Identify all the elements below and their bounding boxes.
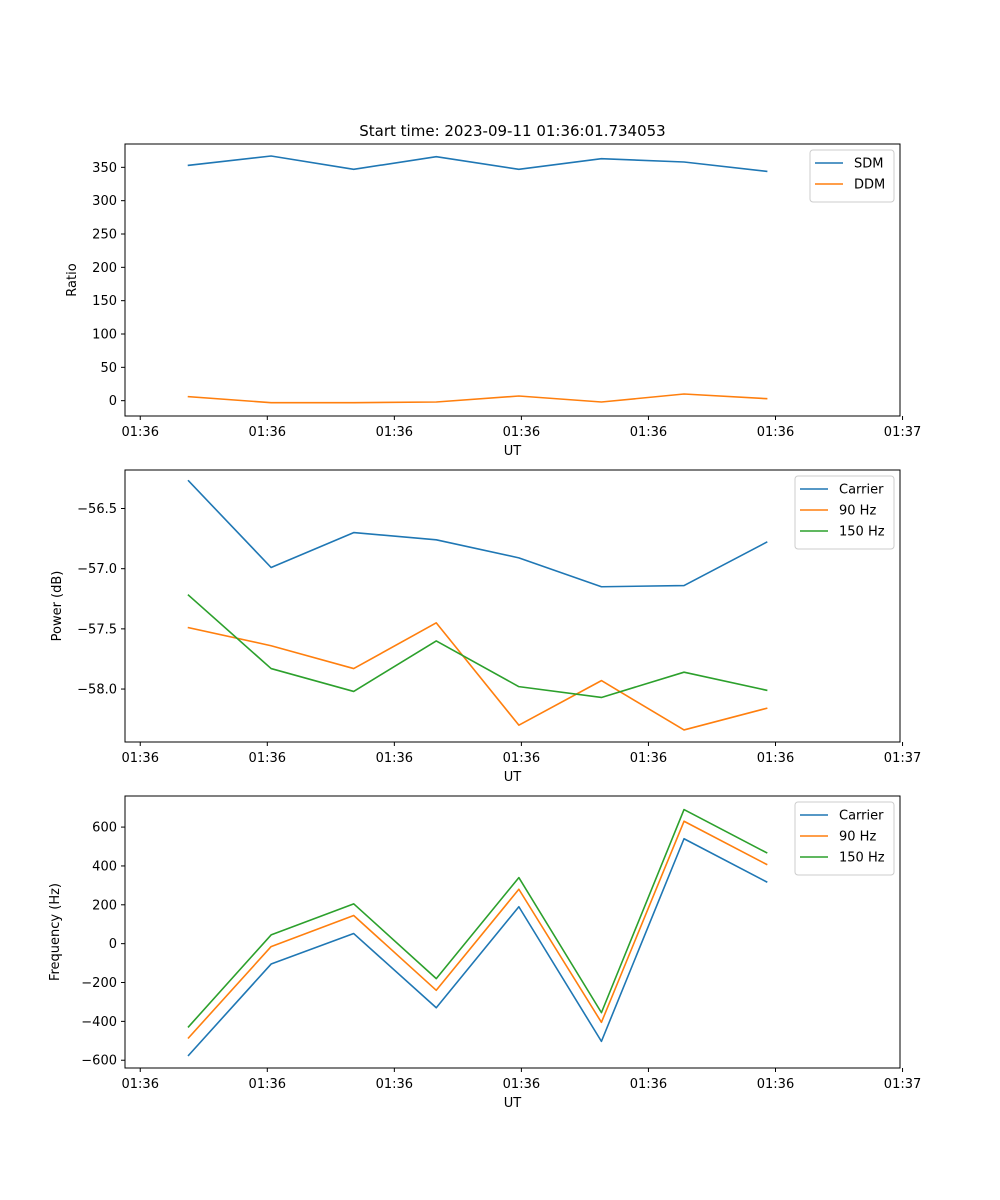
frequency-y-tick-label: −200 xyxy=(81,976,117,991)
frequency-series-carrier-line xyxy=(187,837,768,1057)
ratio-x-tick-label: 01:36 xyxy=(249,425,286,440)
power-legend-label-carrier: Carrier xyxy=(839,483,884,498)
ratio-x-tick-label: 01:36 xyxy=(503,425,540,440)
frequency-x-tick-label: 01:36 xyxy=(122,1077,159,1092)
power-x-axis-label: UT xyxy=(504,770,522,785)
ratio-x-axis-label: UT xyxy=(504,444,522,459)
frequency-legend-label-carrier: Carrier xyxy=(839,809,884,824)
power-x-tick-label: 01:36 xyxy=(630,751,667,766)
ratio-y-axis-label: Ratio xyxy=(65,263,80,296)
frequency-x-axis-label: UT xyxy=(504,1096,522,1111)
frequency-y-axis-label: Frequency (Hz) xyxy=(48,883,63,981)
frequency-legend: Carrier 90 Hz 150 Hz xyxy=(794,801,895,876)
ratio-x-tick-label: 01:37 xyxy=(884,425,921,440)
ratio-y-tick-label: 300 xyxy=(92,194,117,209)
power-legend-label-90-hz: 90 Hz xyxy=(839,504,876,519)
frequency-x-tick-label: 01:37 xyxy=(884,1077,921,1092)
frequency-panel: 01:36 01:36 01:36 01:36 01:36 01:36 01:37 −600 −… xyxy=(48,795,921,1111)
frequency-y-tick-label: 400 xyxy=(92,859,117,874)
power-y-tick-label: −56.5 xyxy=(77,502,117,517)
frequency-x-tick-label: 01:36 xyxy=(503,1077,540,1092)
power-y-tick-label: −57.0 xyxy=(77,562,117,577)
ratio-legend: SDM DDM xyxy=(809,149,895,203)
power-x-tick-label: 01:37 xyxy=(884,751,921,766)
frequency-y-tick-label: −600 xyxy=(81,1054,117,1069)
power-x-tick-label: 01:36 xyxy=(757,751,794,766)
frequency-x-tick-label: 01:36 xyxy=(249,1077,286,1092)
power-x-tick-label: 01:36 xyxy=(122,751,159,766)
ratio-y-tick-label: 0 xyxy=(109,394,117,409)
ratio-y-tick-label: 150 xyxy=(92,294,117,309)
power-x-tick-label: 01:36 xyxy=(249,751,286,766)
power-series-90-hz-line xyxy=(187,622,768,731)
ratio-series-sdm-line xyxy=(187,155,768,173)
ratio-legend-label-sdm: SDM xyxy=(854,157,883,172)
power-y-axis-label: Power (dB) xyxy=(50,571,65,642)
frequency-x-tick-label: 01:36 xyxy=(376,1077,413,1092)
power-legend-label-150-hz: 150 Hz xyxy=(839,525,885,540)
ratio-panel: 01:36 01:36 01:36 01:36 01:36 01:36 01:37 0 50 10… xyxy=(65,143,921,459)
ratio-y-tick-label: 200 xyxy=(92,261,117,276)
power-legend: Carrier 90 Hz 150 Hz xyxy=(794,475,895,550)
power-axes-frame xyxy=(124,469,901,743)
frequency-x-tick-label: 01:36 xyxy=(630,1077,667,1092)
ratio-axes-frame xyxy=(124,143,901,417)
frequency-axes-frame xyxy=(124,795,901,1069)
ratio-y-tick-label: 100 xyxy=(92,328,117,343)
power-panel: 01:36 01:36 01:36 01:36 01:36 01:36 01:37 −58.0… xyxy=(50,469,921,785)
frequency-legend-label-90-hz: 90 Hz xyxy=(839,830,876,845)
ratio-x-tick-label: 01:36 xyxy=(122,425,159,440)
frequency-y-tick-label: 600 xyxy=(92,821,117,836)
power-x-tick-label: 01:36 xyxy=(376,751,413,766)
ratio-y-tick-label: 350 xyxy=(92,161,117,176)
figure-title: Start time: 2023-09-11 01:36:01.734053 xyxy=(359,122,665,140)
frequency-legend-label-150-hz: 150 Hz xyxy=(839,851,885,866)
frequency-series-150-hz-line xyxy=(187,808,768,1028)
ratio-legend-label-ddm: DDM xyxy=(854,178,885,193)
chart-panels: 01:36 01:36 01:36 01:36 01:36 01:36 01:37 0 50 10… xyxy=(48,143,921,1111)
power-x-tick-label: 01:36 xyxy=(503,751,540,766)
frequency-series-90-hz-line xyxy=(187,820,768,1040)
ratio-x-tick-label: 01:36 xyxy=(376,425,413,440)
ratio-x-tick-label: 01:36 xyxy=(757,425,794,440)
power-y-tick-label: −57.5 xyxy=(77,622,117,637)
ratio-x-tick-label: 01:36 xyxy=(630,425,667,440)
frequency-y-tick-label: 200 xyxy=(92,898,117,913)
frequency-y-tick-label: −400 xyxy=(81,1015,117,1030)
frequency-y-tick-label: 0 xyxy=(109,937,117,952)
ratio-y-tick-label: 50 xyxy=(100,361,117,376)
frequency-x-tick-label: 01:36 xyxy=(757,1077,794,1092)
ratio-series-ddm-line xyxy=(187,393,768,404)
power-series-150-hz-line xyxy=(187,594,768,699)
power-series-carrier-line xyxy=(187,479,768,588)
ratio-y-tick-label: 250 xyxy=(92,228,117,243)
power-y-tick-label: −58.0 xyxy=(77,683,117,698)
